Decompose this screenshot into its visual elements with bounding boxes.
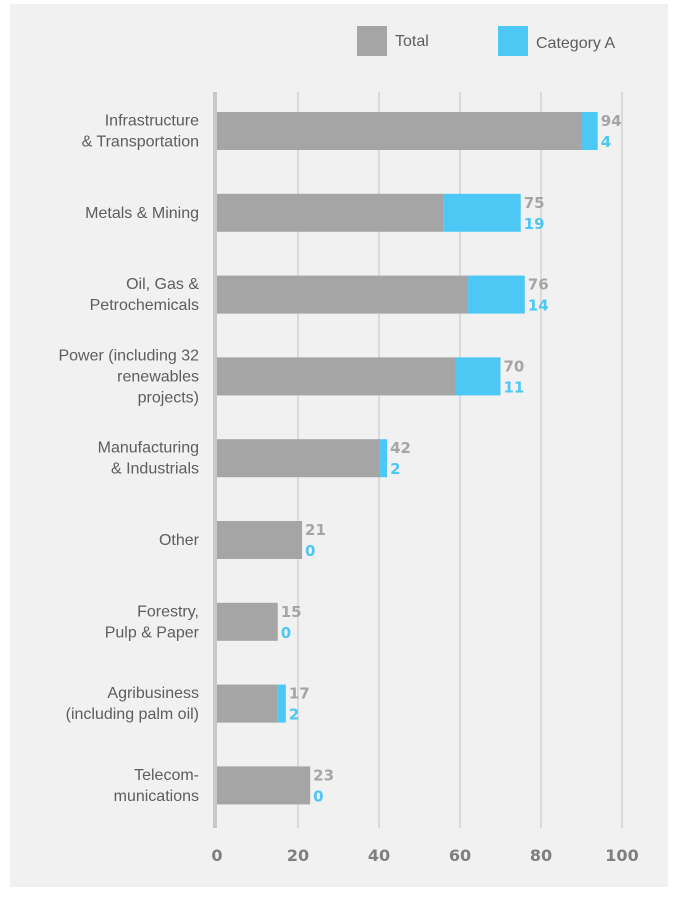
bar-total-3 [217, 357, 456, 396]
bar-total-2 [217, 275, 469, 314]
bar-category-a-2 [468, 275, 525, 314]
data-label-total-6: 15 [281, 603, 302, 621]
bar-category-a-0 [581, 112, 598, 150]
data-label-total-0: 94 [601, 112, 622, 130]
bar-total-4 [217, 439, 379, 478]
data-label-total-7: 17 [289, 685, 310, 703]
category-label-1: Metals & Mining [85, 205, 199, 222]
category-label-2: Oil, Gas & Petrochemicals [90, 276, 200, 314]
data-label-total-4: 42 [390, 439, 411, 457]
legend-swatch-category-a [498, 26, 528, 56]
x-tick-label-100: 100 [605, 846, 638, 865]
bar-category-a-3 [455, 357, 501, 396]
category-label-8: Telecom-munications [114, 767, 199, 805]
bar-total-7 [217, 684, 278, 723]
data-label-total-5: 21 [305, 521, 326, 539]
data-label-category-a-5: 0 [305, 542, 315, 560]
x-tick-label-40: 40 [368, 846, 390, 865]
category-label-5: Other [159, 532, 200, 549]
data-label-total-8: 23 [313, 766, 334, 784]
data-label-total-1: 75 [524, 194, 545, 212]
legend-swatch-total [357, 26, 387, 56]
bar-total-8 [217, 766, 311, 805]
bar-total-5 [217, 521, 303, 559]
data-label-category-a-4: 2 [390, 460, 400, 478]
legend-label-total: Total [395, 33, 429, 50]
data-label-category-a-0: 4 [601, 133, 611, 151]
category-label-7: Agribusiness (including palm oil) [66, 685, 199, 723]
data-label-category-a-3: 11 [504, 378, 525, 396]
bar-category-a-1 [443, 193, 521, 232]
data-label-category-a-6: 0 [281, 624, 291, 642]
data-label-category-a-2: 14 [528, 297, 549, 315]
category-label-0: Infrastructure & Transportation [82, 113, 200, 151]
bar-category-a-4 [379, 439, 388, 478]
category-label-6: Forestry, Pulp & Paper [105, 603, 200, 641]
data-label-category-a-8: 0 [313, 787, 323, 805]
legend-label-category-a: Category A [536, 35, 615, 52]
data-label-total-3: 70 [504, 357, 525, 375]
x-tick-label-60: 60 [449, 846, 471, 865]
category-label-4: Manufacturing & Industrials [98, 440, 199, 478]
x-tick-label-80: 80 [530, 846, 552, 865]
x-tick-label-0: 0 [211, 846, 222, 865]
data-label-category-a-7: 2 [289, 706, 299, 724]
data-label-total-2: 76 [528, 276, 549, 294]
bar-total-6 [217, 602, 278, 641]
bar-category-a-7 [277, 684, 286, 723]
bar-total-0 [217, 112, 582, 150]
bar-total-1 [217, 193, 444, 232]
x-tick-label-20: 20 [287, 846, 309, 865]
data-label-category-a-1: 19 [524, 215, 545, 233]
category-label-3: Power (including 32 renewables projects) [58, 347, 199, 406]
